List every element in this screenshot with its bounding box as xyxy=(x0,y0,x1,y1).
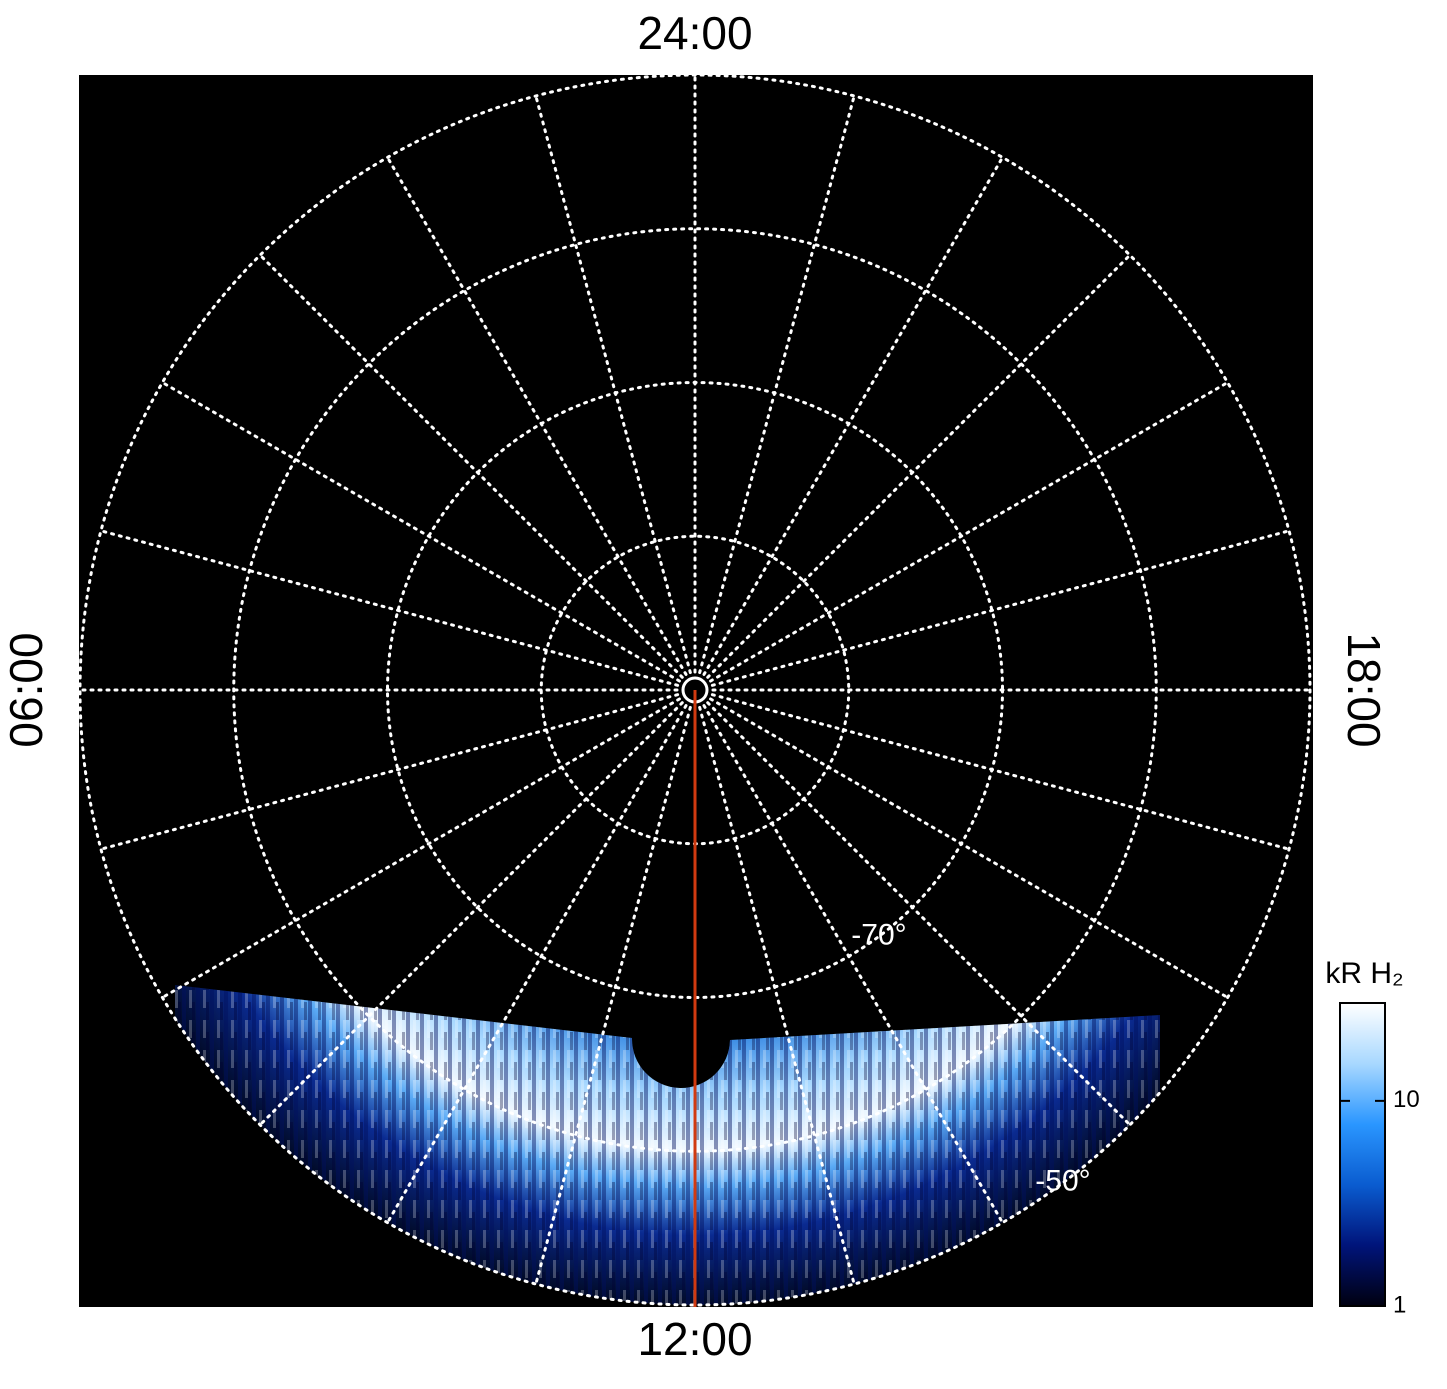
meridian xyxy=(698,705,856,1286)
meridian xyxy=(710,529,1291,687)
local-time-label: 12:00 xyxy=(637,1313,752,1365)
meridian xyxy=(534,94,692,675)
latitude-label: -50° xyxy=(1035,1165,1090,1198)
colorbar-title: kR H₂ xyxy=(1325,957,1403,990)
local-time-label: 18:00 xyxy=(1338,632,1390,747)
meridian xyxy=(386,155,688,676)
meridian xyxy=(702,704,1004,1225)
meridian xyxy=(709,697,1230,999)
colorbar-tick-label: 1 xyxy=(1393,1291,1406,1318)
local-time-label: 06:00 xyxy=(0,632,52,747)
meridian xyxy=(160,381,681,683)
latitude-label: -70° xyxy=(851,918,906,951)
meridian xyxy=(702,155,1004,676)
latitude-circle xyxy=(78,73,1312,1307)
meridian xyxy=(706,701,1132,1127)
colorbar xyxy=(1339,1002,1386,1307)
meridian xyxy=(99,693,680,851)
meridian xyxy=(258,253,684,679)
meridian xyxy=(710,693,1291,851)
meridian xyxy=(698,94,856,675)
meridian xyxy=(706,253,1132,679)
meridian xyxy=(534,705,692,1286)
meridian xyxy=(386,704,688,1225)
meridian xyxy=(258,701,684,1127)
meridian xyxy=(709,381,1230,683)
colorbar-tick-label: 10 xyxy=(1393,1086,1420,1113)
local-time-label: 24:00 xyxy=(637,7,752,59)
meridian xyxy=(99,529,680,687)
meridian xyxy=(160,697,681,999)
